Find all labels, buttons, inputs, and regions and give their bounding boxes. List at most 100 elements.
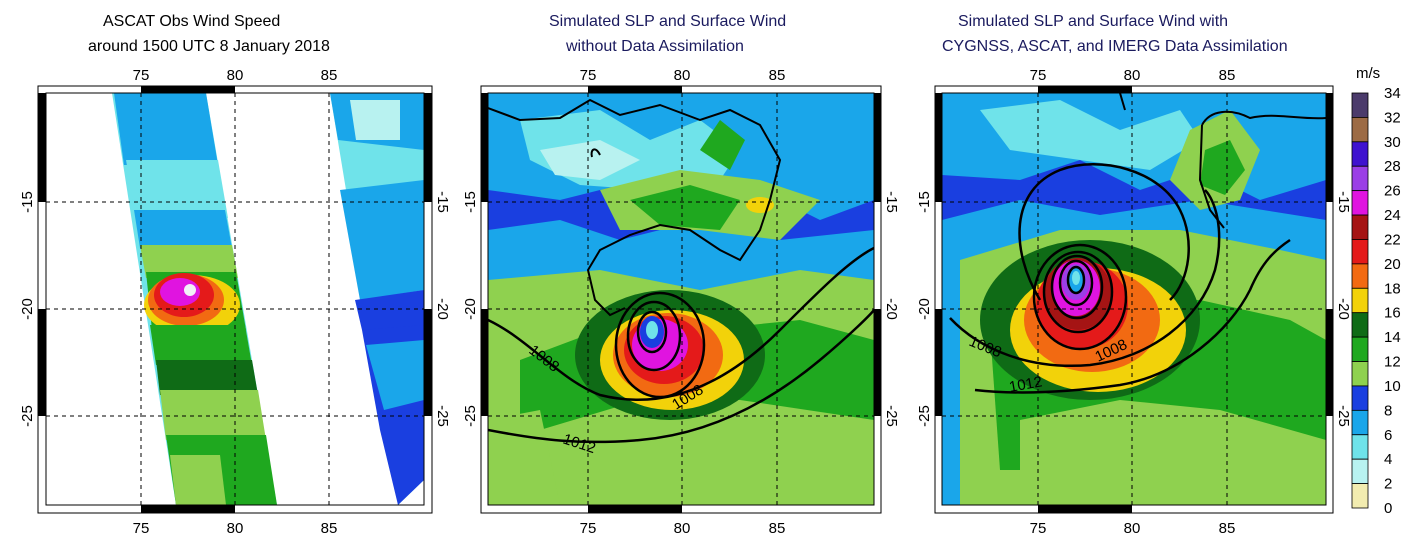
p3-top-lon-75: 75 — [1030, 67, 1047, 84]
panel3-map: 1008 1008 1012 — [934, 85, 1334, 514]
panel3-isobars — [949, 163, 1291, 394]
p1-right-lat-15: -15 — [434, 191, 451, 213]
panel2-map: 1008 1008 1012 — [480, 85, 882, 514]
colorbar-tick-label: 20 — [1384, 256, 1401, 273]
panel2-title-line2: without Data Assimilation — [566, 38, 744, 55]
colorbar-swatch — [1351, 409, 1369, 436]
colorbar-swatch — [1351, 190, 1369, 216]
panel3-gridlines — [942, 93, 1326, 505]
p2-bot-lon-80: 80 — [674, 520, 691, 537]
p3-bot-lon-75: 75 — [1030, 520, 1047, 537]
panel1-title-line1: ASCAT Obs Wind Speed — [103, 13, 281, 30]
colorbar-tick-label: 18 — [1384, 280, 1401, 297]
colorbar-tick-label: 12 — [1384, 354, 1401, 371]
panel3-title-line1: Simulated SLP and Surface Wind with — [958, 13, 1229, 30]
p1-top-lon-85: 85 — [321, 67, 338, 84]
colorbar-swatch — [1351, 336, 1369, 362]
colorbar-tick-label: 34 — [1384, 85, 1401, 102]
p1-bot-lon-85: 85 — [321, 520, 338, 537]
colorbar-swatch — [1351, 214, 1369, 240]
p1-bot-lon-80: 80 — [227, 520, 244, 537]
panel3-coastline — [1201, 110, 1326, 126]
p2-left-lat-15: -15 — [462, 191, 479, 213]
ascat-swath-left — [112, 93, 277, 505]
p1-left-lat-20: -20 — [19, 298, 36, 320]
p1-right-lat-25: -25 — [434, 405, 451, 427]
colorbar-swatch — [1351, 239, 1369, 265]
p2-top-lon-80: 80 — [674, 67, 691, 84]
colorbar-tick-label: 14 — [1384, 329, 1401, 346]
colorbar-tick-label: 10 — [1384, 378, 1401, 395]
p3-bot-lon-80: 80 — [1124, 520, 1141, 537]
colorbar-tick-label: 16 — [1384, 305, 1401, 322]
colorbar-swatch — [1351, 483, 1369, 509]
panel1-map — [37, 85, 433, 514]
colorbar-tick-label: 4 — [1384, 451, 1392, 468]
p1-top-lon-80: 80 — [227, 67, 244, 84]
p1-right-lat-20: -20 — [434, 298, 451, 320]
colorbar-tick-label: 26 — [1384, 183, 1401, 200]
p2-bot-lon-75: 75 — [580, 520, 597, 537]
panel2-title-line1: Simulated SLP and Surface Wind — [549, 13, 787, 30]
colorbar-swatch — [1351, 458, 1369, 484]
p2-left-lat-20: -20 — [462, 298, 479, 320]
panel3-frame-ticks — [935, 86, 1333, 513]
panel2-storm — [575, 290, 765, 420]
p1-left-lat-25: -25 — [19, 405, 36, 427]
p3-left-lat-25: -25 — [916, 405, 933, 427]
p1-left-lat-15: -15 — [19, 191, 36, 213]
lon-tick-labels-top: 75 80 85 75 80 85 75 80 85 — [133, 67, 1236, 84]
lon-tick-labels-bottom: 75 80 85 75 80 85 75 80 85 — [133, 520, 1236, 537]
colorbar-tick-label: 22 — [1384, 231, 1401, 248]
colorbar-swatch — [1351, 385, 1369, 411]
p2-top-lon-75: 75 — [580, 67, 597, 84]
colorbar-swatch — [1351, 361, 1369, 387]
p3-right-lat-20: -20 — [1335, 298, 1352, 320]
colorbar-swatch — [1351, 312, 1369, 338]
colorbar-tick-label: 28 — [1384, 158, 1401, 175]
panel2-coastline — [488, 98, 782, 317]
panel1-gridlines — [46, 93, 424, 505]
p1-bot-lon-75: 75 — [133, 520, 150, 537]
colorbar-swatch — [1351, 263, 1369, 289]
colorbar-swatches — [1351, 92, 1369, 509]
p2-right-lat-15: -15 — [883, 191, 900, 213]
colorbar-swatch — [1351, 165, 1369, 192]
p3-top-lon-80: 80 — [1124, 67, 1141, 84]
colorbar-tick-label: 32 — [1384, 109, 1401, 126]
panel3-contour-label-1012: 1012 — [1008, 373, 1044, 396]
colorbar-swatch — [1351, 92, 1369, 118]
p3-left-lat-20: -20 — [916, 298, 933, 320]
colorbar-tick-label: 8 — [1384, 402, 1392, 419]
p3-top-lon-85: 85 — [1219, 67, 1236, 84]
colorbar-tick-label: 2 — [1384, 476, 1392, 493]
colorbar-swatch — [1351, 117, 1369, 143]
colorbar-swatch — [1351, 141, 1369, 167]
lat-tick-labels: -15 -20 -25 -15 -20 -25 -15 -20 -25 -15 … — [19, 191, 1352, 427]
p3-left-lat-15: -15 — [916, 191, 933, 213]
p2-top-lon-85: 85 — [769, 67, 786, 84]
p2-right-lat-20: -20 — [883, 298, 900, 320]
panel1-frame-ticks — [38, 86, 432, 513]
colorbar-tick-label: 6 — [1384, 427, 1392, 444]
p1-top-lon-75: 75 — [133, 67, 150, 84]
p3-bot-lon-85: 85 — [1219, 520, 1236, 537]
panel1-title-line2: around 1500 UTC 8 January 2018 — [88, 38, 330, 55]
panel2-gridlines — [488, 93, 874, 505]
ascat-swath-right — [330, 93, 424, 505]
panel3-title-line2: CYGNSS, ASCAT, and IMERG Data Assimilati… — [942, 38, 1288, 55]
p2-left-lat-25: -25 — [462, 405, 479, 427]
colorbar-swatch — [1351, 287, 1369, 314]
p2-bot-lon-85: 85 — [769, 520, 786, 537]
colorbar-unit: m/s — [1356, 65, 1380, 82]
panel2-isobars — [488, 246, 874, 444]
colorbar-tick-label: 0 — [1384, 500, 1392, 517]
colorbar-swatch — [1351, 434, 1369, 460]
panel2-frame-ticks — [481, 86, 881, 513]
colorbar-tick-label: 30 — [1384, 134, 1401, 151]
p3-right-lat-25: -25 — [1335, 405, 1352, 427]
p3-right-lat-15: -15 — [1335, 191, 1352, 213]
colorbar-tick-label: 24 — [1384, 207, 1401, 224]
